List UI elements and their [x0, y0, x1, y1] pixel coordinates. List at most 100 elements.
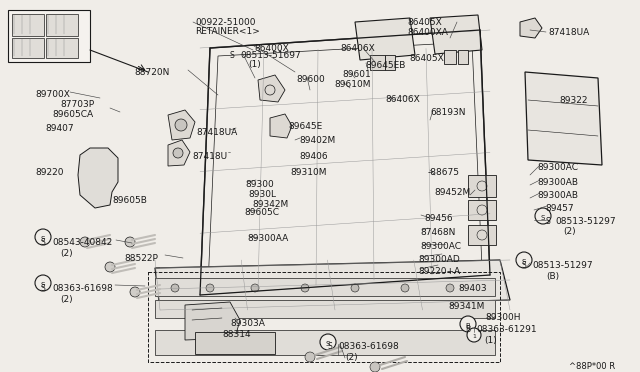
Bar [155, 300, 495, 318]
Polygon shape [168, 140, 190, 166]
Text: 89605C: 89605C [244, 208, 279, 217]
Ellipse shape [125, 237, 135, 247]
Text: 89601: 89601 [342, 70, 371, 79]
Ellipse shape [516, 252, 532, 268]
Text: 08513-51297: 08513-51297 [532, 261, 593, 270]
Text: 87468N: 87468N [420, 228, 456, 237]
Ellipse shape [460, 316, 476, 332]
Text: RETAINER<1>: RETAINER<1> [195, 27, 260, 36]
Text: 89220+A: 89220+A [418, 267, 460, 276]
Bar [444, 50, 456, 64]
Text: 00922-51000: 00922-51000 [195, 18, 255, 27]
Bar [155, 330, 495, 355]
Text: 89605B: 89605B [112, 196, 147, 205]
Text: 08363-61291: 08363-61291 [476, 325, 536, 334]
Text: 87418UA: 87418UA [196, 128, 237, 137]
Polygon shape [520, 18, 542, 38]
Text: 08363-61698: 08363-61698 [52, 284, 113, 293]
Text: S: S [40, 238, 45, 247]
Polygon shape [258, 75, 285, 102]
Text: 89300H: 89300H [485, 313, 520, 322]
Text: S: S [546, 217, 550, 226]
Text: (1): (1) [484, 336, 497, 345]
Ellipse shape [401, 284, 409, 292]
Text: 89610M: 89610M [334, 80, 371, 89]
Text: (2): (2) [60, 295, 72, 304]
Ellipse shape [446, 284, 454, 292]
Text: S: S [522, 261, 526, 270]
Ellipse shape [35, 229, 51, 245]
Ellipse shape [320, 334, 336, 350]
Ellipse shape [206, 284, 214, 292]
Text: B: B [465, 325, 470, 334]
Text: 1: 1 [472, 334, 476, 340]
Ellipse shape [35, 275, 51, 291]
Bar [195, 332, 275, 354]
Text: 88314: 88314 [222, 330, 251, 339]
Polygon shape [270, 114, 292, 138]
Polygon shape [525, 72, 602, 165]
Text: 89402M: 89402M [299, 136, 335, 145]
Ellipse shape [130, 287, 140, 297]
Ellipse shape [467, 328, 481, 342]
Bar [458, 50, 468, 64]
Bar [468, 225, 496, 245]
Polygon shape [185, 302, 240, 340]
Text: S: S [41, 236, 45, 242]
Text: S: S [40, 284, 45, 293]
Text: 89605CA: 89605CA [52, 110, 93, 119]
Text: 89342M: 89342M [252, 200, 288, 209]
Text: 89300AB: 89300AB [537, 191, 578, 200]
Text: 86400X: 86400X [254, 44, 289, 53]
Ellipse shape [370, 362, 380, 372]
Bar [370, 55, 385, 70]
Text: 86406X: 86406X [385, 95, 420, 104]
Bar [46, 38, 78, 58]
Text: 89645E: 89645E [288, 122, 323, 131]
Text: 87418UA: 87418UA [548, 28, 589, 37]
Ellipse shape [251, 284, 259, 292]
Text: 08513-51297: 08513-51297 [555, 217, 616, 226]
Text: 89300: 89300 [245, 180, 274, 189]
Text: (2): (2) [345, 353, 358, 362]
Text: 86406X: 86406X [340, 44, 375, 53]
Ellipse shape [535, 208, 551, 224]
Bar [12, 14, 44, 36]
Text: 89300AC: 89300AC [420, 242, 461, 251]
Text: 86400XA: 86400XA [407, 28, 448, 37]
Polygon shape [155, 260, 510, 310]
Bar [8, 10, 90, 62]
Text: 89403: 89403 [458, 284, 486, 293]
Text: B: B [466, 323, 470, 329]
Polygon shape [355, 18, 415, 60]
Text: 89300AC: 89300AC [537, 163, 578, 172]
Text: 8930L: 8930L [248, 190, 276, 199]
Text: 89600: 89600 [296, 75, 324, 84]
Bar [46, 14, 78, 36]
Text: 87703P: 87703P [60, 100, 94, 109]
Text: 87418U: 87418U [192, 152, 227, 161]
Text: 88720N: 88720N [134, 68, 170, 77]
Ellipse shape [305, 352, 315, 362]
Text: 89303A: 89303A [230, 319, 265, 328]
Text: 89456: 89456 [424, 214, 452, 223]
Text: 89300AA: 89300AA [247, 234, 288, 243]
Ellipse shape [301, 284, 309, 292]
Ellipse shape [80, 237, 90, 247]
Text: (B): (B) [546, 272, 559, 281]
Bar [468, 200, 496, 220]
Text: S: S [522, 259, 526, 265]
Text: (2): (2) [60, 249, 72, 258]
Text: -88675: -88675 [428, 168, 460, 177]
Polygon shape [78, 148, 118, 208]
Ellipse shape [173, 148, 183, 158]
Text: 89220: 89220 [35, 168, 63, 177]
Bar [385, 55, 395, 70]
Text: 89310M: 89310M [290, 168, 326, 177]
Bar [148, 272, 500, 362]
Text: 89300AD: 89300AD [418, 255, 460, 264]
Bar [12, 38, 44, 58]
Text: S: S [328, 342, 332, 351]
Text: (1): (1) [248, 60, 260, 69]
Text: S: S [541, 215, 545, 221]
